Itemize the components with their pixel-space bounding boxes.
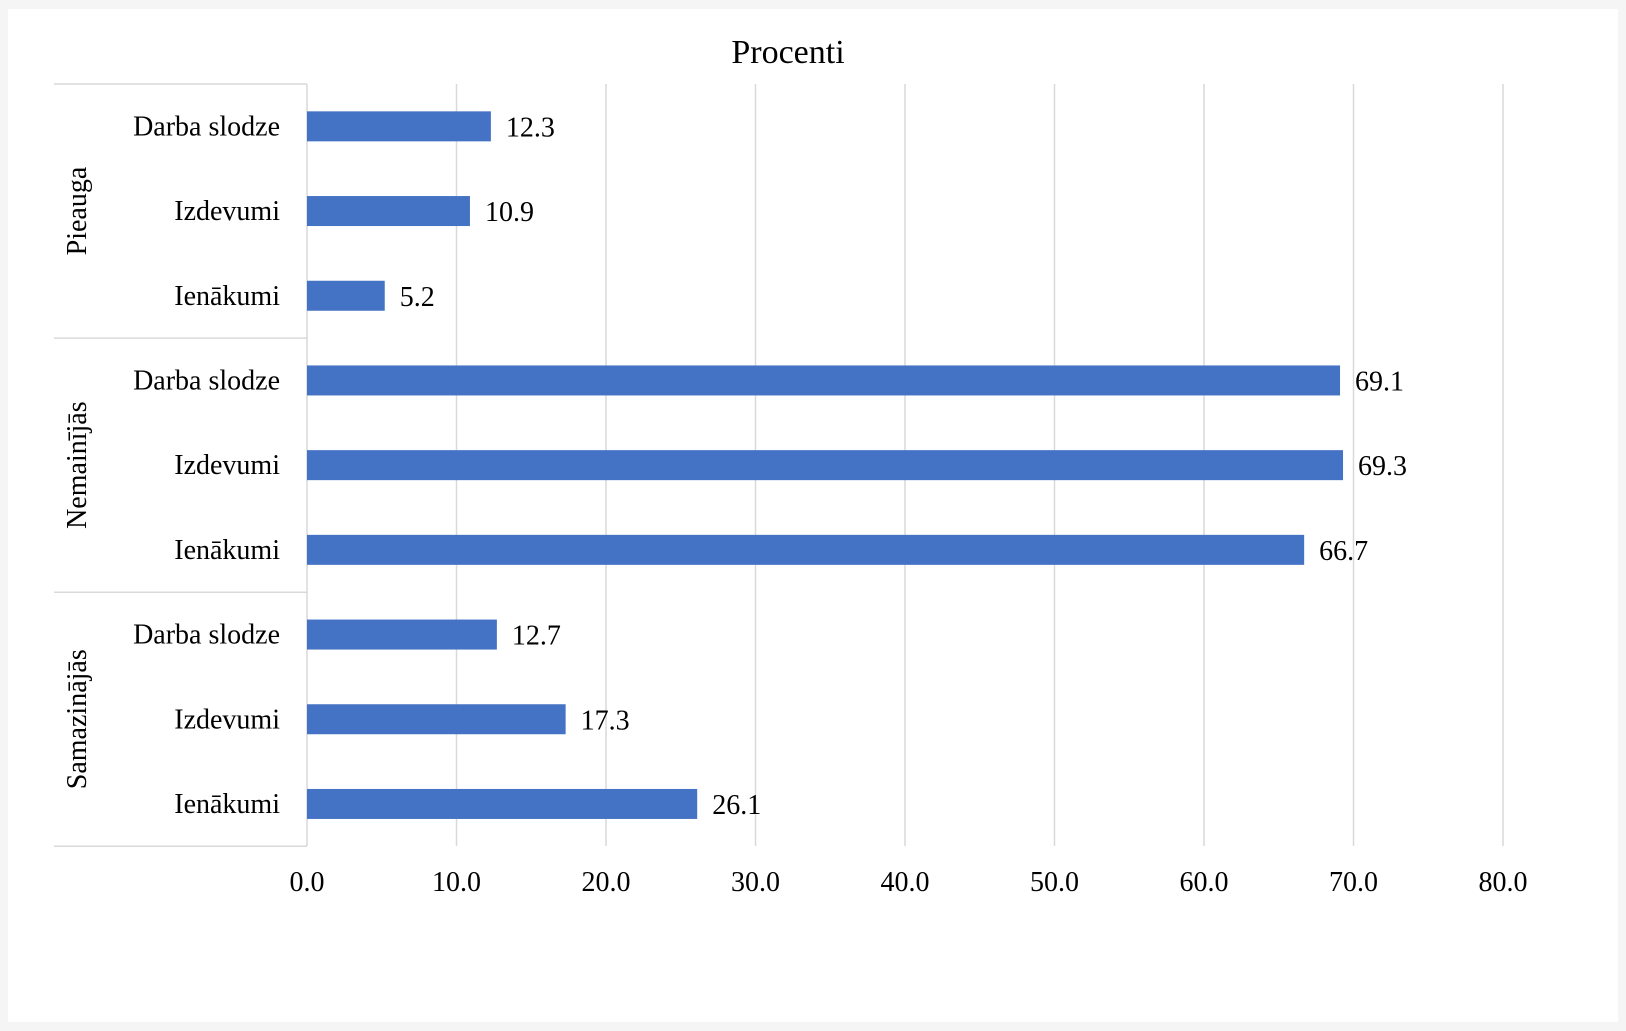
x-tick-label: 80.0 <box>1479 867 1528 898</box>
bar <box>307 280 385 311</box>
x-tick-label: 60.0 <box>1180 867 1229 898</box>
category-label: Darba slodze <box>133 620 280 651</box>
bar <box>307 534 1305 565</box>
category-label: Ienākumi <box>174 789 280 820</box>
group-label: Samazinājās <box>62 649 93 789</box>
chart-title: Procenti <box>731 34 844 71</box>
category-axis: Pieauga Darba slodze Izdevumi Ienākumi Nemai… <box>54 83 308 848</box>
x-tick-label: 30.0 <box>731 867 780 898</box>
data-label: 12.3 <box>506 112 555 143</box>
data-label: 26.1 <box>712 790 761 821</box>
x-axis-ticks: 0.0 10.0 20.0 30.0 40.0 50.0 60.0 70.0 80.0 <box>290 867 1528 898</box>
bar <box>307 450 1344 481</box>
bar <box>307 704 566 735</box>
bar-chart: Procenti Pieauga Darba slodze Izdevumi Ienā… <box>54 34 1528 898</box>
bar <box>307 365 1341 396</box>
data-label: 69.3 <box>1358 451 1407 482</box>
chart-frame: Procenti Pieauga Darba slodze Izdevumi Ienā… <box>8 9 1618 1022</box>
data-label: 10.9 <box>485 197 534 228</box>
x-tick-label: 10.0 <box>432 867 481 898</box>
bars: 12.3 10.9 5.2 69.1 69.3 66.7 12.7 17.3 26.1 <box>307 111 1407 821</box>
x-tick-label: 50.0 <box>1030 867 1079 898</box>
x-tick-label: 70.0 <box>1329 867 1378 898</box>
category-label: Izdevumi <box>174 704 280 735</box>
bar <box>307 788 698 819</box>
bar <box>307 619 497 650</box>
category-label: Izdevumi <box>174 196 280 227</box>
group-label: Nemainījās <box>62 401 93 529</box>
data-label: 66.7 <box>1319 536 1368 567</box>
bar <box>307 111 491 142</box>
bar <box>307 196 470 227</box>
data-label: 5.2 <box>400 282 435 313</box>
category-label: Ienākumi <box>174 281 280 312</box>
x-tick-label: 20.0 <box>582 867 631 898</box>
x-tick-label: 40.0 <box>881 867 930 898</box>
group-label: Pieauga <box>62 166 93 255</box>
data-label: 17.3 <box>581 705 630 736</box>
data-label: 69.1 <box>1355 366 1404 397</box>
category-label: Izdevumi <box>174 450 280 481</box>
category-label: Darba slodze <box>133 365 280 396</box>
x-tick-label: 0.0 <box>290 867 325 898</box>
category-label: Ienākumi <box>174 535 280 566</box>
category-label: Darba slodze <box>133 111 280 142</box>
data-label: 12.7 <box>512 621 561 652</box>
